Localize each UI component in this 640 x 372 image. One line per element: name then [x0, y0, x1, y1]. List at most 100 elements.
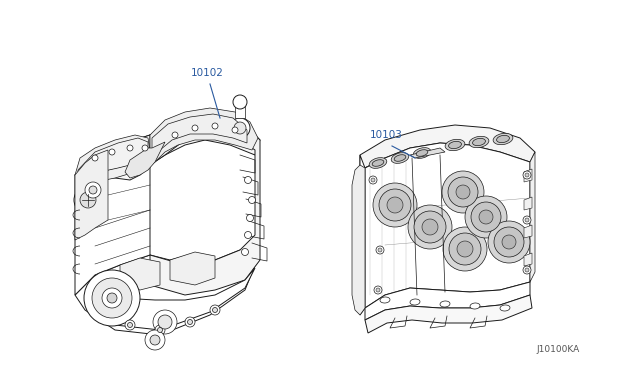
- Circle shape: [127, 323, 132, 327]
- Polygon shape: [75, 150, 108, 240]
- Polygon shape: [235, 105, 245, 118]
- Circle shape: [479, 210, 493, 224]
- Circle shape: [107, 293, 117, 303]
- Polygon shape: [75, 115, 260, 182]
- Circle shape: [448, 177, 478, 207]
- Polygon shape: [530, 152, 535, 282]
- Circle shape: [89, 186, 97, 194]
- Circle shape: [74, 186, 102, 214]
- Circle shape: [158, 315, 172, 329]
- Circle shape: [212, 123, 218, 129]
- Circle shape: [212, 308, 218, 312]
- Circle shape: [234, 122, 246, 134]
- Ellipse shape: [497, 135, 509, 142]
- Circle shape: [232, 127, 238, 133]
- Polygon shape: [524, 169, 532, 182]
- Circle shape: [456, 185, 470, 199]
- Polygon shape: [410, 148, 445, 158]
- Circle shape: [109, 149, 115, 155]
- Circle shape: [172, 132, 178, 138]
- Ellipse shape: [472, 138, 485, 145]
- Circle shape: [443, 227, 487, 271]
- Circle shape: [244, 231, 252, 238]
- Circle shape: [371, 178, 375, 182]
- Ellipse shape: [391, 153, 409, 163]
- Circle shape: [248, 196, 255, 203]
- Polygon shape: [360, 155, 385, 315]
- Text: 10103: 10103: [370, 130, 403, 140]
- Circle shape: [142, 145, 148, 151]
- Polygon shape: [365, 143, 530, 308]
- Circle shape: [150, 335, 160, 345]
- Ellipse shape: [372, 160, 384, 166]
- Ellipse shape: [469, 136, 489, 148]
- Polygon shape: [365, 295, 532, 333]
- Circle shape: [373, 183, 417, 227]
- Polygon shape: [75, 135, 150, 295]
- Circle shape: [471, 202, 501, 232]
- Circle shape: [85, 182, 101, 198]
- Ellipse shape: [380, 297, 390, 303]
- Ellipse shape: [369, 158, 387, 169]
- Ellipse shape: [416, 150, 428, 156]
- Polygon shape: [150, 108, 258, 165]
- Polygon shape: [524, 197, 532, 210]
- Circle shape: [80, 192, 96, 208]
- Circle shape: [525, 268, 529, 272]
- Circle shape: [84, 270, 140, 326]
- Circle shape: [145, 330, 165, 350]
- Ellipse shape: [394, 155, 406, 161]
- Polygon shape: [85, 268, 255, 330]
- Ellipse shape: [410, 299, 420, 305]
- Polygon shape: [150, 115, 260, 295]
- Text: J10100KA: J10100KA: [537, 345, 580, 354]
- Ellipse shape: [493, 133, 513, 145]
- Circle shape: [408, 205, 452, 249]
- Circle shape: [502, 235, 516, 249]
- Text: 10102: 10102: [191, 68, 224, 78]
- Polygon shape: [170, 252, 215, 285]
- Circle shape: [494, 227, 524, 257]
- Circle shape: [523, 216, 531, 224]
- Circle shape: [465, 196, 507, 238]
- Circle shape: [244, 176, 252, 183]
- Polygon shape: [152, 114, 247, 158]
- Ellipse shape: [413, 148, 431, 158]
- Polygon shape: [75, 135, 150, 185]
- Circle shape: [387, 197, 403, 213]
- Circle shape: [153, 310, 177, 334]
- Polygon shape: [524, 253, 532, 266]
- Polygon shape: [524, 225, 532, 238]
- Circle shape: [457, 241, 473, 257]
- Polygon shape: [125, 142, 165, 178]
- Circle shape: [241, 248, 248, 256]
- Circle shape: [157, 327, 163, 333]
- Circle shape: [233, 95, 247, 109]
- Circle shape: [155, 325, 165, 335]
- Circle shape: [188, 320, 193, 324]
- Circle shape: [422, 219, 438, 235]
- Circle shape: [92, 155, 98, 161]
- Ellipse shape: [449, 141, 461, 149]
- Circle shape: [379, 189, 411, 221]
- Circle shape: [376, 246, 384, 254]
- Circle shape: [449, 233, 481, 265]
- Circle shape: [92, 278, 132, 318]
- Circle shape: [125, 320, 135, 330]
- Circle shape: [246, 215, 253, 221]
- Circle shape: [127, 145, 133, 151]
- Circle shape: [192, 125, 198, 131]
- Polygon shape: [120, 258, 160, 290]
- Circle shape: [230, 118, 250, 138]
- Ellipse shape: [470, 303, 480, 309]
- Circle shape: [185, 317, 195, 327]
- Circle shape: [523, 266, 531, 274]
- Circle shape: [369, 176, 377, 184]
- Circle shape: [210, 305, 220, 315]
- Polygon shape: [352, 165, 365, 315]
- Polygon shape: [360, 125, 535, 168]
- Polygon shape: [75, 250, 255, 335]
- Circle shape: [525, 173, 529, 177]
- Circle shape: [378, 248, 382, 252]
- Polygon shape: [365, 282, 530, 320]
